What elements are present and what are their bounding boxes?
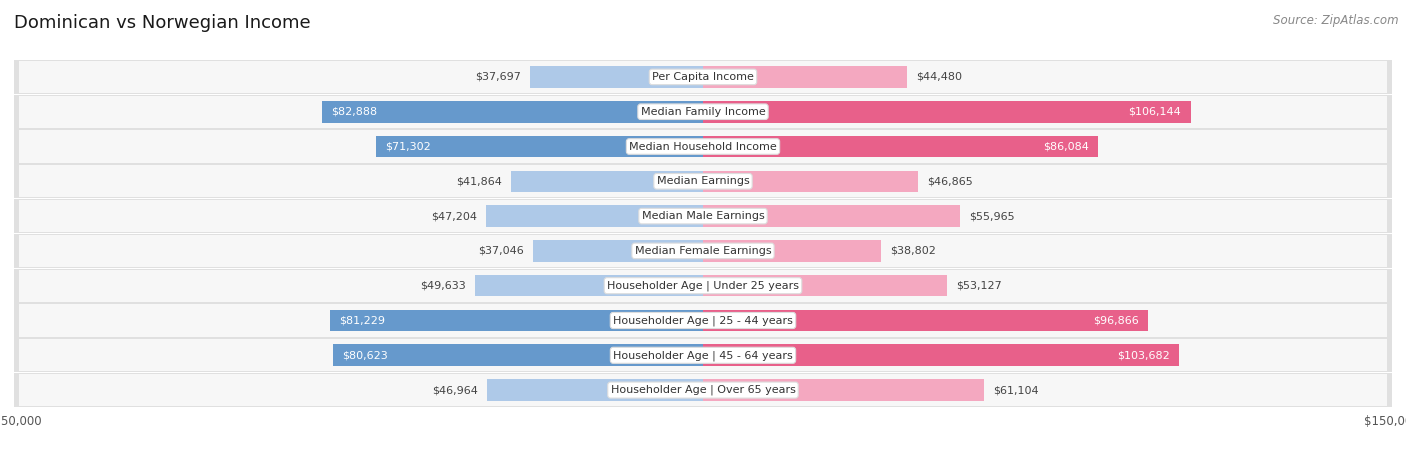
- Bar: [18, 61, 1388, 93]
- Bar: [333, 345, 703, 366]
- Text: Median Earnings: Median Earnings: [657, 177, 749, 186]
- Text: $71,302: $71,302: [385, 142, 430, 151]
- Text: $82,888: $82,888: [332, 107, 378, 117]
- Text: $37,046: $37,046: [478, 246, 523, 256]
- Bar: [375, 136, 703, 157]
- Bar: [486, 205, 703, 227]
- Bar: [322, 101, 703, 122]
- Bar: [703, 66, 907, 88]
- Text: Dominican vs Norwegian Income: Dominican vs Norwegian Income: [14, 14, 311, 32]
- Text: Median Family Income: Median Family Income: [641, 107, 765, 117]
- Text: $38,802: $38,802: [890, 246, 936, 256]
- Bar: [330, 310, 703, 331]
- Text: $49,633: $49,633: [420, 281, 465, 290]
- Bar: [703, 379, 984, 401]
- Bar: [530, 66, 703, 88]
- Bar: [18, 165, 1388, 198]
- Bar: [14, 338, 1392, 372]
- Bar: [703, 240, 882, 262]
- Text: $46,865: $46,865: [928, 177, 973, 186]
- Text: Householder Age | 25 - 44 years: Householder Age | 25 - 44 years: [613, 315, 793, 326]
- Text: $61,104: $61,104: [993, 385, 1039, 395]
- Bar: [14, 95, 1392, 129]
- Bar: [488, 379, 703, 401]
- Bar: [14, 164, 1392, 198]
- Bar: [510, 170, 703, 192]
- Bar: [703, 310, 1147, 331]
- Bar: [703, 170, 918, 192]
- Text: Median Male Earnings: Median Male Earnings: [641, 211, 765, 221]
- Bar: [18, 269, 1388, 302]
- Text: $96,866: $96,866: [1092, 316, 1139, 325]
- Text: Householder Age | 45 - 64 years: Householder Age | 45 - 64 years: [613, 350, 793, 361]
- Text: $106,144: $106,144: [1129, 107, 1181, 117]
- Bar: [18, 130, 1388, 163]
- Text: $80,623: $80,623: [342, 350, 388, 360]
- Bar: [475, 275, 703, 297]
- Text: $103,682: $103,682: [1118, 350, 1170, 360]
- Text: $86,084: $86,084: [1043, 142, 1090, 151]
- Bar: [14, 199, 1392, 233]
- Bar: [703, 101, 1191, 122]
- Bar: [14, 234, 1392, 268]
- Bar: [14, 304, 1392, 338]
- Text: $53,127: $53,127: [956, 281, 1002, 290]
- Text: Source: ZipAtlas.com: Source: ZipAtlas.com: [1274, 14, 1399, 27]
- Bar: [703, 205, 960, 227]
- Text: $55,965: $55,965: [969, 211, 1015, 221]
- Bar: [18, 96, 1388, 128]
- Text: $47,204: $47,204: [432, 211, 477, 221]
- Bar: [18, 374, 1388, 406]
- Bar: [18, 339, 1388, 371]
- Bar: [703, 275, 948, 297]
- Text: Median Female Earnings: Median Female Earnings: [634, 246, 772, 256]
- Text: Householder Age | Under 25 years: Householder Age | Under 25 years: [607, 281, 799, 291]
- Text: $81,229: $81,229: [339, 316, 385, 325]
- Text: $44,480: $44,480: [917, 72, 963, 82]
- Bar: [18, 200, 1388, 232]
- Text: $41,864: $41,864: [456, 177, 502, 186]
- Bar: [533, 240, 703, 262]
- Text: Householder Age | Over 65 years: Householder Age | Over 65 years: [610, 385, 796, 396]
- Bar: [14, 373, 1392, 407]
- Text: $46,964: $46,964: [432, 385, 478, 395]
- Bar: [14, 269, 1392, 303]
- Text: Median Household Income: Median Household Income: [628, 142, 778, 151]
- Bar: [14, 129, 1392, 163]
- Text: $37,697: $37,697: [475, 72, 520, 82]
- Bar: [703, 136, 1098, 157]
- Text: Per Capita Income: Per Capita Income: [652, 72, 754, 82]
- Bar: [18, 235, 1388, 267]
- Bar: [18, 304, 1388, 337]
- Bar: [14, 60, 1392, 94]
- Bar: [703, 345, 1180, 366]
